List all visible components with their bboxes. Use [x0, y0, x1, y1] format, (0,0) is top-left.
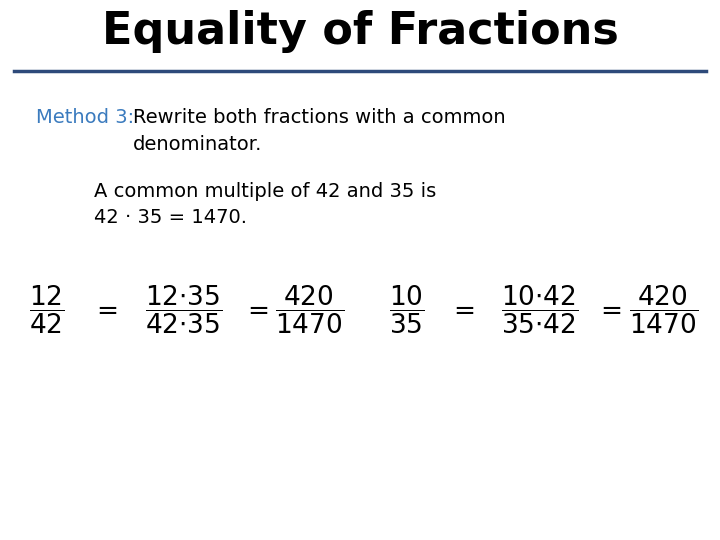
Text: PEARSON: PEARSON — [474, 509, 570, 527]
Text: $=$: $=$ — [448, 296, 474, 322]
Text: A common multiple of 42 and 35 is
42 · 35 = 1470.: A common multiple of 42 and 35 is 42 · 3… — [94, 182, 436, 227]
Text: Rewrite both fractions with a common
denominator.: Rewrite both fractions with a common den… — [133, 108, 506, 153]
Text: $\dfrac{10{\cdot}42}{35{\cdot}42}$: $\dfrac{10{\cdot}42}{35{\cdot}42}$ — [501, 284, 579, 336]
Text: $\dfrac{12{\cdot}35}{42{\cdot}35}$: $\dfrac{12{\cdot}35}{42{\cdot}35}$ — [145, 284, 222, 336]
Text: Copyright © 2016, 2013, 2010 Pearson Education, Inc.: Copyright © 2016, 2013, 2010 Pearson Edu… — [168, 513, 436, 523]
Text: $\dfrac{420}{1470}$: $\dfrac{420}{1470}$ — [629, 284, 698, 336]
Text: $\dfrac{420}{1470}$: $\dfrac{420}{1470}$ — [275, 284, 344, 336]
Text: Equality of Fractions: Equality of Fractions — [102, 10, 618, 53]
Text: $\dfrac{12}{42}$: $\dfrac{12}{42}$ — [29, 284, 65, 336]
Text: Method 3:: Method 3: — [36, 108, 134, 127]
Text: $\dfrac{10}{35}$: $\dfrac{10}{35}$ — [389, 284, 425, 336]
Text: Slide  18: Slide 18 — [630, 513, 678, 523]
Text: $=$: $=$ — [243, 296, 269, 322]
Text: $=$: $=$ — [91, 296, 117, 322]
Text: ALWAYS LEARNING: ALWAYS LEARNING — [22, 514, 117, 523]
Text: $=$: $=$ — [595, 296, 621, 322]
